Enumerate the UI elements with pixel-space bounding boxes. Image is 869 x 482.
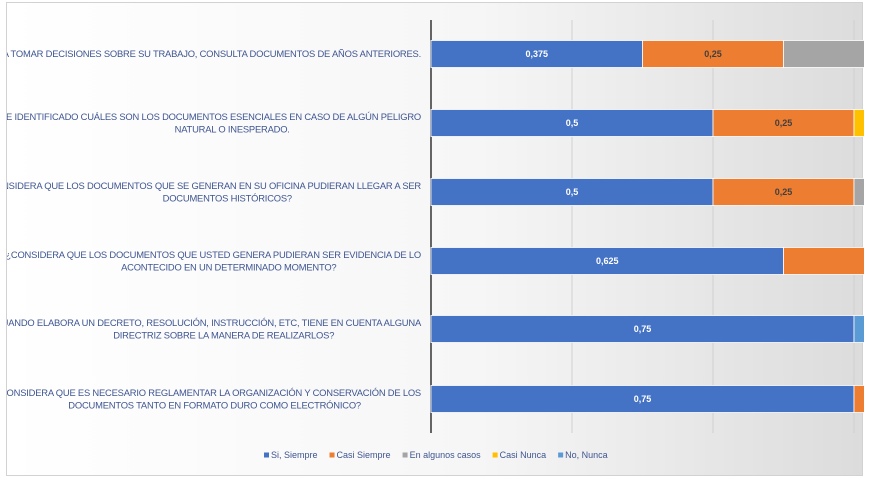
legend: Si, Siempre Casi Siempre En algunos casos C…: [264, 450, 608, 460]
legend-label: Si, Siempre: [271, 450, 318, 460]
bar-segment: [430, 109, 714, 137]
category-label-line: PARA TOMAR DECISIONES SOBRE SU TRABAJO, …: [7, 48, 421, 59]
bar-segment: [430, 178, 714, 206]
legend-swatch: [492, 452, 498, 458]
category-label-line: DOCUMENTOS HISTÓRICOS?: [163, 192, 292, 203]
bar-segment: [853, 109, 864, 137]
category-label: ¿CONSIDERA QUE LOS DOCUMENTOS QUE USTED …: [7, 249, 421, 273]
category-label-line: DIRECTRIZ SOBRE LA MANERA DE REALIZARLOS…: [113, 329, 334, 340]
bar-data-label: 0,5: [566, 118, 579, 128]
chart-frame: 0,3750,250,3750,50,250,1250,1250,50,250,…: [6, 2, 864, 476]
legend-swatch: [402, 452, 408, 458]
stacked-bar-chart: 0,3750,250,3750,50,250,1250,1250,50,250,…: [7, 20, 864, 460]
category-label-line: ¿CONSIDERA QUE ES NECESARIO REGLAMENTAR …: [7, 387, 421, 398]
bar-segment: [712, 109, 855, 137]
bar-segment: [853, 178, 864, 206]
category-label: TIENE IDENTIFICADO CUÁLES SON LOS DOCUME…: [7, 111, 421, 135]
category-label-line: NATURAL O INESPERADO.: [175, 123, 290, 134]
category-label-line: ¿CONSIDERA QUE LOS DOCUMENTOS QUE SE GEN…: [7, 180, 421, 191]
category-label-line: ¿CUANDO ELABORA UN DECRETO, RESOLUCIÓN, …: [7, 317, 422, 328]
bar-data-label: 0,375: [525, 49, 548, 59]
legend-swatch: [264, 452, 269, 458]
category-labels: PARA TOMAR DECISIONES SOBRE SU TRABAJO, …: [7, 48, 422, 410]
bar-segment: [642, 40, 784, 68]
bar-data-label: 0,75: [634, 324, 652, 334]
gridlines: [430, 20, 855, 433]
bar-data-label: 0,625: [596, 256, 619, 266]
bar-data-label: 0,25: [704, 49, 722, 59]
category-label: ¿CUANDO ELABORA UN DECRETO, RESOLUCIÓN, …: [7, 317, 422, 341]
bars: 0,3750,250,3750,50,250,1250,1250,50,250,…: [430, 40, 864, 413]
bar-segment: [783, 40, 864, 68]
legend-label: En algunos casos: [410, 450, 482, 460]
bar-segment: [853, 385, 864, 413]
category-label-line: ACONTECIDO EN UN DETERMINADO MOMENTO?: [121, 261, 336, 272]
legend-swatch: [558, 452, 564, 458]
category-label: ¿CONSIDERA QUE ES NECESARIO REGLAMENTAR …: [7, 387, 421, 411]
bar-data-label: 0,25: [775, 118, 793, 128]
legend-label: No, Nunca: [565, 450, 608, 460]
bar-data-label: 0,25: [775, 187, 793, 197]
legend-label: Casi Siempre: [337, 450, 391, 460]
category-label-line: ¿CONSIDERA QUE LOS DOCUMENTOS QUE USTED …: [7, 249, 421, 260]
category-label: PARA TOMAR DECISIONES SOBRE SU TRABAJO, …: [7, 48, 421, 59]
legend-swatch: [329, 452, 335, 458]
legend-label: Casi Nunca: [500, 450, 547, 460]
bar-segment: [430, 385, 855, 413]
bar-segment: [712, 178, 855, 206]
category-label-line: TIENE IDENTIFICADO CUÁLES SON LOS DOCUME…: [7, 111, 421, 122]
category-label: ¿CONSIDERA QUE LOS DOCUMENTOS QUE SE GEN…: [7, 180, 421, 204]
bar-data-label: 0,5: [566, 187, 579, 197]
bar-segment: [783, 247, 864, 275]
category-label-line: DOCUMENTOS TANTO EN FORMATO DURO COMO EL…: [68, 399, 361, 410]
bar-segment: [853, 315, 864, 343]
bar-data-label: 0,75: [634, 394, 652, 404]
bar-segment: [430, 40, 643, 68]
